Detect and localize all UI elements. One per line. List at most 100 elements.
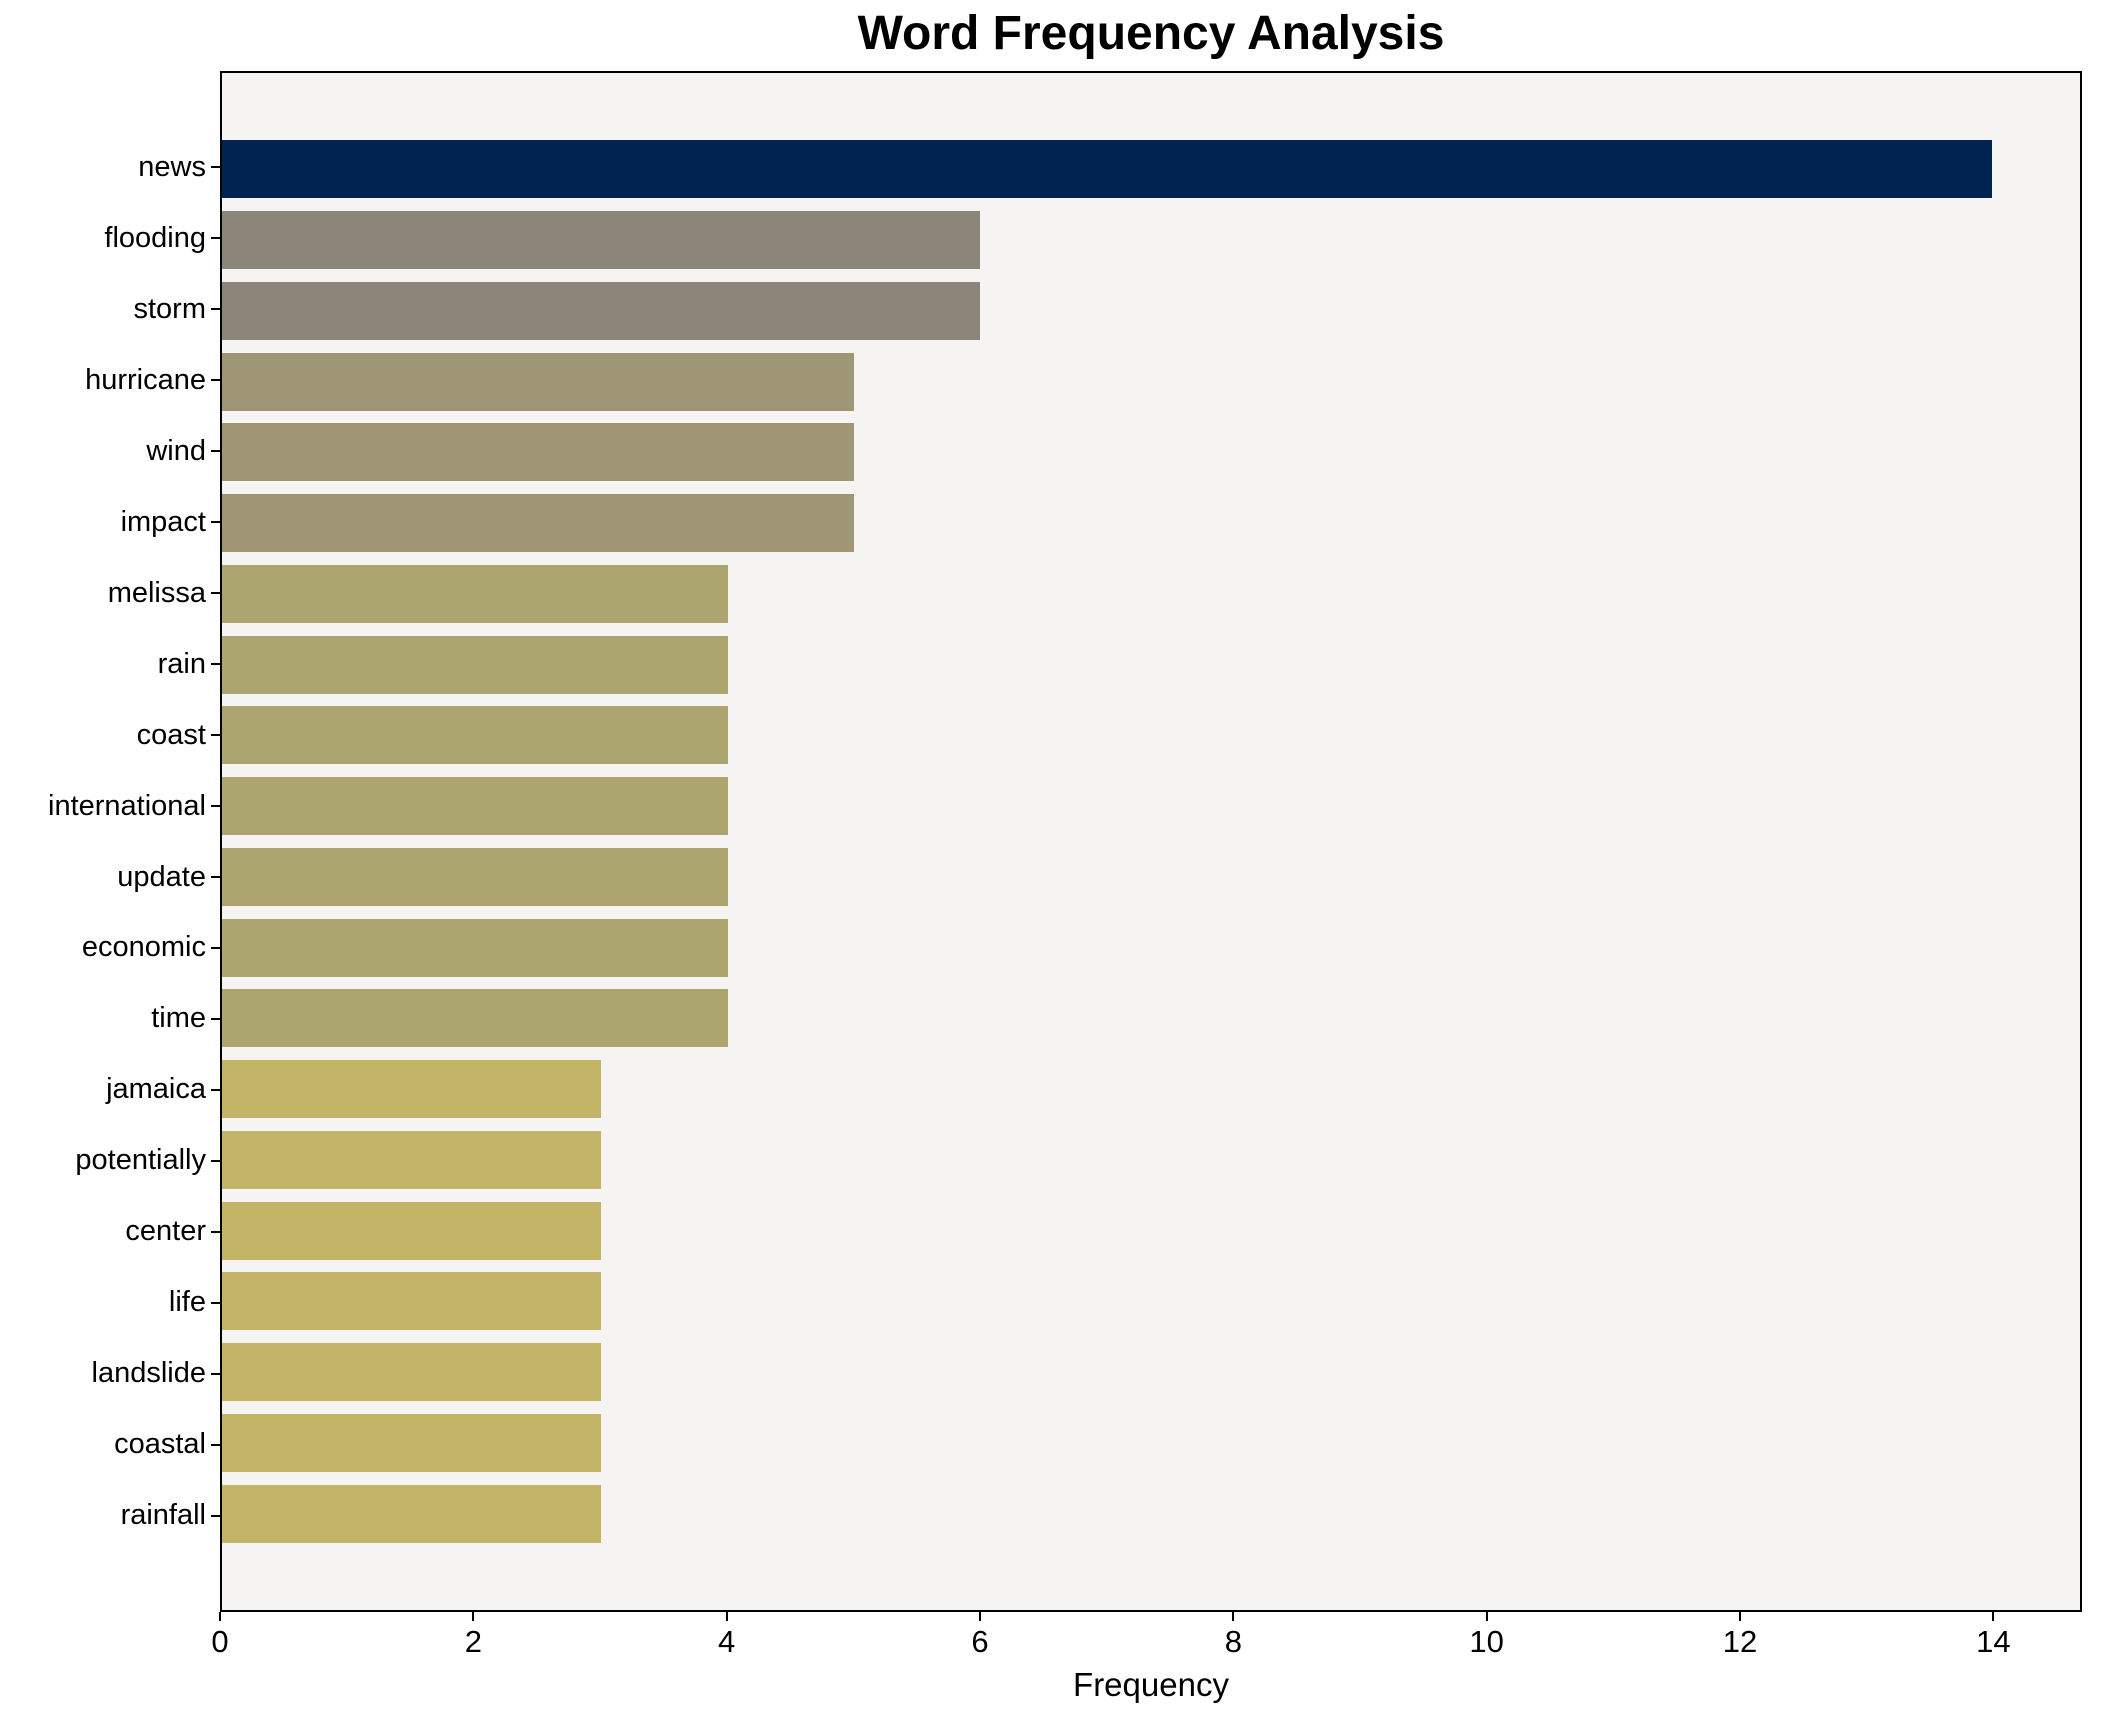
- x-tick-label-10: 10: [1469, 1624, 1504, 1659]
- bar-hurricane: [222, 352, 854, 411]
- y-label-row: rain: [0, 629, 220, 700]
- x-axis: 0 2 4 6 8 10 12 14: [211, 1612, 2082, 1682]
- bar-jamaica: [222, 1060, 602, 1119]
- y-tick-label-melissa: melissa: [107, 576, 206, 609]
- y-tick-mark: [211, 450, 220, 453]
- x-tick-mark: [219, 1612, 221, 1621]
- y-tick-mark: [211, 1301, 220, 1304]
- y-tick-label-life: life: [168, 1286, 206, 1319]
- bar-row: [222, 1337, 2080, 1408]
- x-axis-title: Frequency: [1073, 1666, 1229, 1703]
- y-tick-label-landslide: landslide: [91, 1357, 206, 1390]
- y-label-row: economic: [0, 912, 220, 983]
- y-label-row: news: [0, 132, 220, 203]
- bar-melissa: [222, 564, 728, 623]
- x-tick-label-4: 4: [718, 1624, 736, 1659]
- bar-row: [222, 205, 2080, 276]
- y-label-row: rainfall: [0, 1480, 220, 1551]
- bar-wind: [222, 423, 854, 482]
- bar-row: [222, 983, 2080, 1054]
- bar-row: [222, 629, 2080, 700]
- x-tick-mark: [1739, 1612, 1741, 1621]
- y-label-row: potentially: [0, 1125, 220, 1196]
- bar-time: [222, 989, 728, 1048]
- y-label-row: coast: [0, 700, 220, 771]
- y-label-row: life: [0, 1267, 220, 1338]
- bar-row: [222, 771, 2080, 842]
- bar-coast: [222, 706, 728, 765]
- y-tick-label-economic: economic: [81, 931, 206, 964]
- y-label-row: time: [0, 983, 220, 1054]
- bar-row: [222, 1125, 2080, 1196]
- y-tick-label-time: time: [151, 1002, 206, 1035]
- y-label-row: jamaica: [0, 1054, 220, 1125]
- y-label-row: landslide: [0, 1338, 220, 1409]
- y-tick-label-news: news: [138, 150, 206, 183]
- y-label-row: coastal: [0, 1409, 220, 1480]
- x-tick-mark: [472, 1612, 475, 1621]
- y-tick-label-jamaica: jamaica: [106, 1073, 206, 1106]
- x-tick-mark: [1485, 1612, 1488, 1621]
- bar-storm: [222, 281, 981, 340]
- y-tick-mark: [211, 805, 220, 808]
- bar-row: [222, 912, 2080, 983]
- x-tick-label-12: 12: [1722, 1624, 1758, 1659]
- y-label-row: center: [0, 1196, 220, 1267]
- bar-row: [222, 488, 2080, 559]
- y-tick-mark: [211, 521, 220, 524]
- x-tick-mark: [1992, 1612, 1995, 1621]
- bar-international: [222, 777, 728, 836]
- y-tick-mark: [211, 592, 220, 595]
- x-tick-label-14: 14: [1976, 1624, 2011, 1659]
- x-tick-label-2: 2: [464, 1624, 482, 1659]
- y-tick-mark: [211, 1443, 220, 1446]
- y-tick-mark: [211, 876, 220, 878]
- y-tick-label-hurricane: hurricane: [85, 363, 206, 396]
- y-label-row: wind: [0, 416, 220, 487]
- y-tick-label-potentially: potentially: [75, 1144, 206, 1177]
- y-tick-mark: [211, 734, 220, 737]
- bar-row: [222, 559, 2080, 630]
- bar-news: [222, 140, 1992, 199]
- bar-row: [222, 134, 2080, 205]
- bar-update: [222, 847, 728, 906]
- bar-rainfall: [222, 1484, 602, 1543]
- y-tick-mark: [211, 1372, 220, 1375]
- plot-area: [220, 71, 2082, 1612]
- x-tick-label-0: 0: [211, 1624, 229, 1659]
- bar-row: [222, 1195, 2080, 1266]
- y-label-row: impact: [0, 487, 220, 558]
- y-tick-label-storm: storm: [133, 292, 207, 325]
- bar-rain: [222, 635, 728, 694]
- bar-life: [222, 1272, 602, 1331]
- y-label-row: melissa: [0, 558, 220, 629]
- y-tick-label-rainfall: rainfall: [120, 1499, 206, 1532]
- chart-title: Word Frequency Analysis: [857, 7, 1445, 60]
- y-tick-mark: [211, 946, 220, 949]
- bar-landslide: [222, 1343, 602, 1402]
- y-tick-mark: [211, 1159, 220, 1162]
- x-tick-mark: [725, 1612, 728, 1621]
- bar-row: [222, 417, 2080, 488]
- bars-container: [222, 134, 2080, 1549]
- x-tick-label-8: 8: [1224, 1624, 1242, 1659]
- x-tick-mark: [1232, 1612, 1235, 1621]
- bar-coastal: [222, 1413, 602, 1472]
- bar-flooding: [222, 211, 981, 270]
- y-tick-mark: [211, 1017, 220, 1020]
- y-tick-label-update: update: [117, 860, 206, 893]
- y-tick-label-impact: impact: [120, 505, 206, 538]
- y-tick-mark: [211, 237, 220, 240]
- y-tick-mark: [211, 663, 220, 666]
- bar-row: [222, 1478, 2080, 1549]
- bar-row: [222, 346, 2080, 417]
- y-tick-label-center: center: [125, 1215, 206, 1248]
- bar-row: [222, 1408, 2080, 1479]
- y-tick-label-coastal: coastal: [114, 1428, 206, 1461]
- y-label-row: flooding: [0, 203, 220, 274]
- y-tick-mark: [211, 1514, 220, 1517]
- bar-potentially: [222, 1130, 602, 1189]
- y-tick-label-coast: coast: [136, 718, 206, 751]
- y-label-row: storm: [0, 274, 220, 345]
